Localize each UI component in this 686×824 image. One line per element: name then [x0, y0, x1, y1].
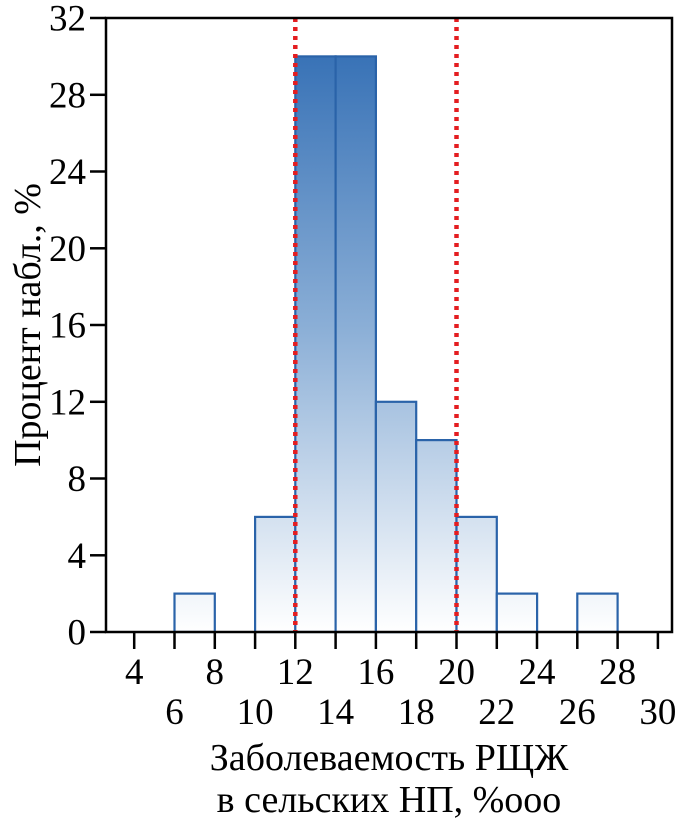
- bar-12-14: [294, 55, 337, 634]
- y-tick-label-16: 16: [49, 306, 86, 347]
- bar-16-18: [374, 400, 418, 634]
- x-tick-label-28: 28: [599, 652, 636, 693]
- x-tick-label-16: 16: [357, 652, 394, 693]
- x-axis-title-line2: в сельских НП, %ооо: [217, 779, 562, 821]
- y-tick-label-8: 8: [68, 459, 87, 500]
- y-tick-label-20: 20: [49, 229, 86, 270]
- x-tick-label-4: 4: [125, 652, 144, 693]
- y-tick-label-32: 32: [49, 0, 86, 40]
- tick-marks: [90, 16, 660, 649]
- x-tick-label-30: 30: [639, 692, 676, 733]
- y-tick-label-12: 12: [49, 382, 86, 423]
- bar-22-24: [495, 592, 539, 634]
- x-tick-label-12: 12: [277, 652, 314, 693]
- x-tick-label-22: 22: [478, 692, 515, 733]
- x-axis-title-line1: Заболеваемость РЩЖ: [210, 737, 570, 779]
- y-axis-title: Процент набл., %: [7, 183, 49, 467]
- x-tick-label-20: 20: [438, 652, 475, 693]
- y-tick-label-4: 4: [68, 536, 87, 577]
- x-tick-label-24: 24: [519, 652, 556, 693]
- x-tick-label-6: 6: [165, 692, 184, 733]
- y-tick-label-28: 28: [49, 75, 86, 116]
- reference-lines: [293, 18, 459, 632]
- bar-10-12: [254, 515, 297, 634]
- bar-18-20: [415, 439, 458, 634]
- bar-26-28: [576, 592, 619, 634]
- x-tick-label-26: 26: [559, 692, 596, 733]
- bar-14-16: [334, 55, 378, 634]
- x-tick-label-14: 14: [317, 692, 354, 733]
- histogram-bars: [173, 55, 619, 634]
- y-tick-label-0: 0: [68, 613, 87, 654]
- x-tick-label-10: 10: [237, 692, 274, 733]
- x-tick-label-8: 8: [206, 652, 225, 693]
- y-tick-label-24: 24: [49, 152, 86, 193]
- x-tick-label-18: 18: [398, 692, 435, 733]
- bar-6-8: [173, 592, 216, 634]
- bar-20-22: [455, 515, 498, 634]
